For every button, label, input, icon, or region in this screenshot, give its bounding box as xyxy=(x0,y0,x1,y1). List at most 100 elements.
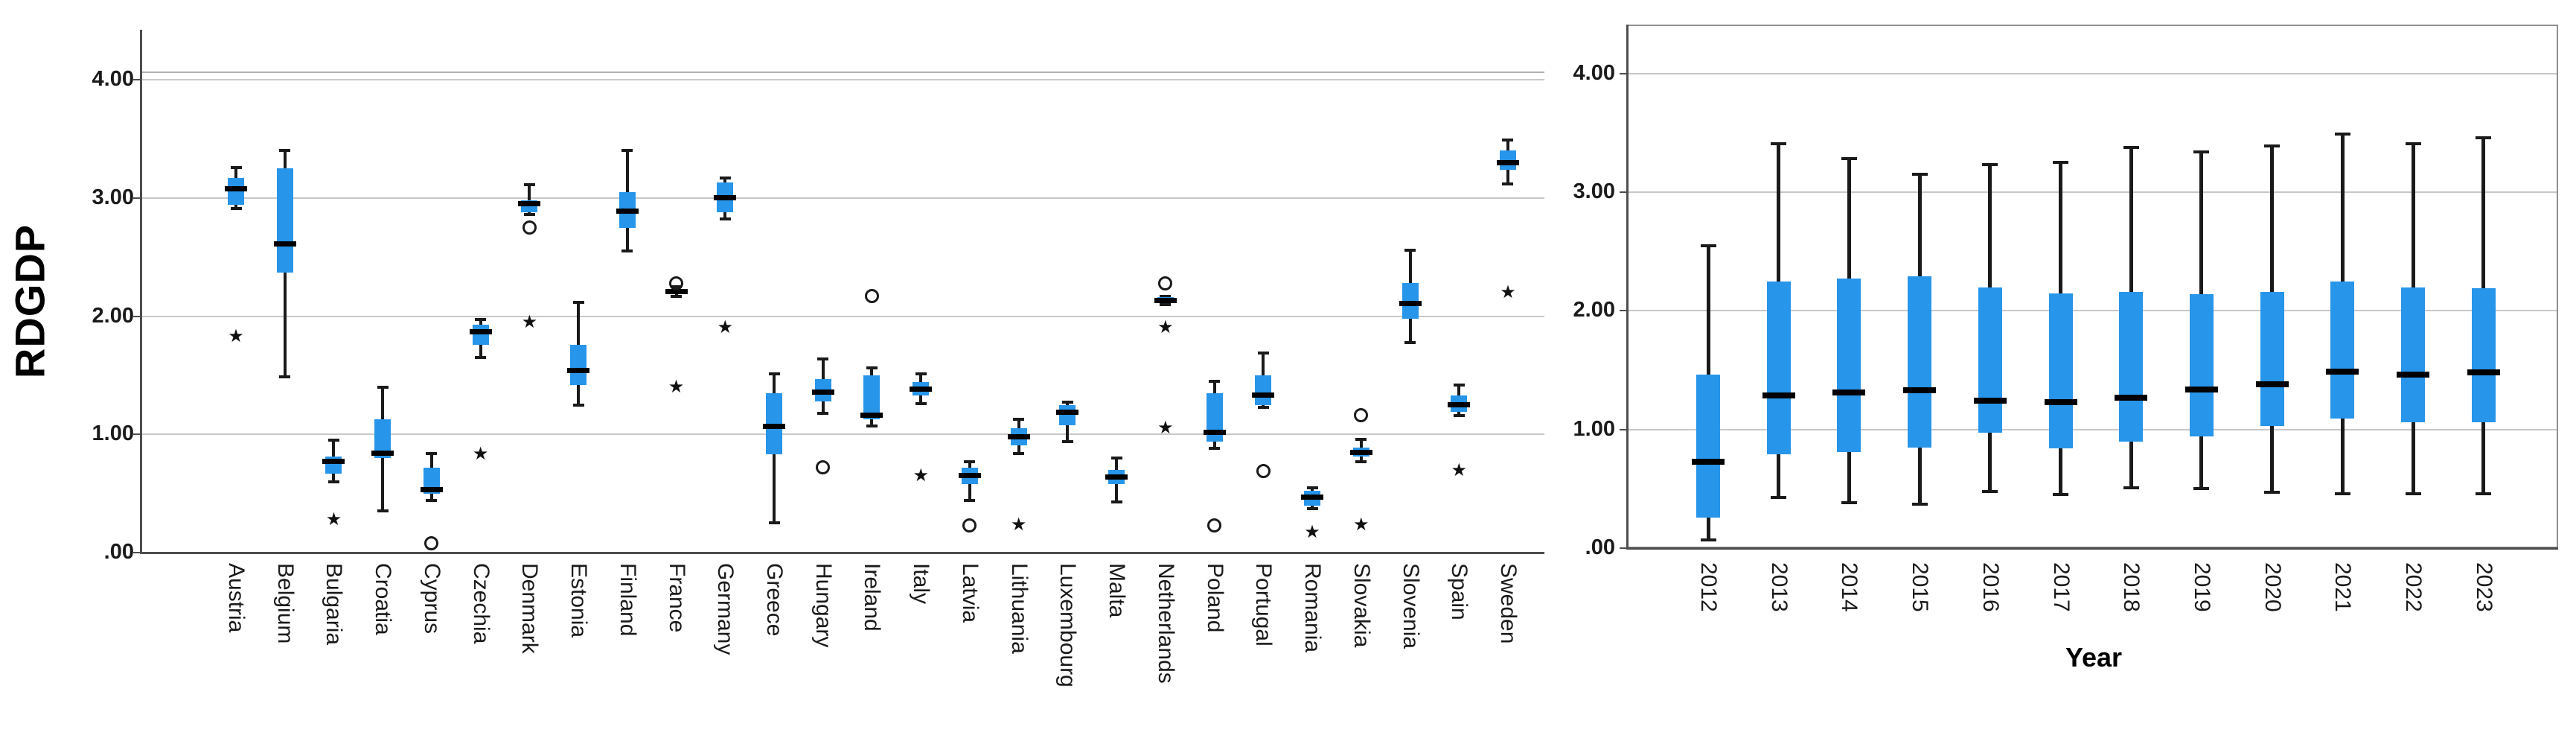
whisker-cap-top xyxy=(523,183,535,187)
gridline xyxy=(140,315,1544,317)
whisker-cap-bottom xyxy=(1453,413,1465,417)
whisker-cap-top xyxy=(915,372,927,376)
extreme-star-marker: ★ xyxy=(228,325,244,346)
year-label: 2015 xyxy=(1908,562,1933,612)
y-tick-label: .00 xyxy=(103,540,134,564)
country-label: Romania xyxy=(1300,563,1326,653)
whisker-cap-bottom xyxy=(327,480,339,483)
y-tick-mark xyxy=(1620,310,1626,312)
country-label: Sweden xyxy=(1495,563,1521,644)
y-tick-mark xyxy=(133,79,140,81)
y-tick-label: 3.00 xyxy=(1573,179,1615,204)
country-label: Italy xyxy=(909,563,934,605)
whisker-cap-top xyxy=(621,149,633,153)
y-tick-mark xyxy=(1620,191,1626,194)
whisker-cap-bottom xyxy=(1982,489,1998,493)
country-label: Greece xyxy=(762,563,787,637)
box xyxy=(2330,281,2355,419)
country-label: Estonia xyxy=(566,563,592,638)
y-tick-mark xyxy=(1620,547,1626,549)
box xyxy=(472,324,489,345)
extreme-star-marker: ★ xyxy=(1157,418,1174,439)
whisker-cap-bottom xyxy=(1700,538,1716,541)
extreme-star-marker: ★ xyxy=(717,317,734,338)
whisker-cap-bottom xyxy=(523,213,535,217)
year-label: 2021 xyxy=(2330,562,2356,612)
outlier-circle-marker xyxy=(1207,518,1222,532)
x-axis-line xyxy=(140,552,1544,554)
y-tick-mark xyxy=(1620,72,1626,74)
whisker-cap-top xyxy=(475,318,487,322)
whisker-cap-top xyxy=(1502,139,1514,142)
median-line xyxy=(1692,458,1725,465)
median-line xyxy=(860,413,883,419)
whisker-cap-top xyxy=(1061,401,1073,404)
median-line xyxy=(1105,474,1128,480)
box xyxy=(2471,288,2496,423)
gridline xyxy=(140,197,1544,199)
extreme-star-marker: ★ xyxy=(521,311,538,332)
median-line xyxy=(322,459,345,465)
whisker-cap-top xyxy=(1110,457,1122,460)
median-line xyxy=(958,473,981,479)
median-line xyxy=(469,328,492,334)
median-line xyxy=(2255,381,2289,388)
country-label: Finland xyxy=(615,563,640,637)
box xyxy=(2119,291,2144,442)
whisker-cap-bottom xyxy=(719,217,731,221)
whisker-cap-top xyxy=(279,149,291,153)
gridline xyxy=(1626,310,2558,312)
whisker-cap-bottom xyxy=(2193,487,2210,491)
whisker-cap-top xyxy=(2476,136,2492,139)
outlier-circle-marker xyxy=(1354,408,1369,423)
country-label: Belgium xyxy=(272,563,298,644)
whisker-cap-bottom xyxy=(866,425,878,428)
whisker-cap-top xyxy=(377,385,389,389)
whisker-cap-bottom xyxy=(279,375,291,378)
whisker-cap-bottom xyxy=(1013,451,1025,455)
median-line xyxy=(763,423,786,429)
whisker-cap-bottom xyxy=(377,509,389,513)
year-label: 2012 xyxy=(1696,562,1721,612)
gridline xyxy=(1626,72,2558,74)
median-line xyxy=(225,185,247,191)
median-line xyxy=(518,201,541,207)
whisker-cap-top xyxy=(1771,142,1787,145)
median-line xyxy=(1007,433,1030,439)
gridline xyxy=(140,79,1544,81)
gridline xyxy=(1626,428,2558,430)
whisker-cap-top xyxy=(327,439,339,442)
median-line xyxy=(2467,369,2500,376)
whisker-cap-top xyxy=(1257,351,1269,354)
box xyxy=(423,467,440,494)
country-label: Bulgaria xyxy=(322,563,347,646)
box xyxy=(1908,276,1932,448)
whisker-cap-top xyxy=(768,372,780,376)
whisker-cap-bottom xyxy=(1257,405,1269,409)
median-line xyxy=(420,487,443,493)
x-axis-title-year: Year xyxy=(2065,642,2123,673)
country-label: France xyxy=(664,563,689,633)
whisker-line xyxy=(528,185,531,215)
y-axis-title-rdgdp: RDGDP xyxy=(6,223,54,379)
median-line xyxy=(1252,392,1275,398)
whisker-cap-top xyxy=(1306,486,1318,489)
median-line xyxy=(2115,394,2148,401)
median-line xyxy=(1448,402,1471,408)
extreme-star-marker: ★ xyxy=(668,376,685,397)
whisker-cap-top xyxy=(572,300,584,304)
whisker-cap-bottom xyxy=(1306,507,1318,511)
whisker-cap-top xyxy=(2053,161,2068,165)
whisker-cap-bottom xyxy=(572,403,584,407)
whisker-cap-top xyxy=(1404,248,1416,252)
y-axis-line xyxy=(140,30,142,553)
y-tick-label: 2.00 xyxy=(1573,298,1615,322)
whisker-cap-bottom xyxy=(2264,491,2281,495)
outlier-circle-marker xyxy=(864,289,879,304)
median-line xyxy=(1154,298,1177,304)
whisker-cap-bottom xyxy=(1502,182,1514,185)
whisker-cap-top xyxy=(1160,294,1172,298)
whisker-cap-top xyxy=(1841,157,1857,161)
country-label: Germany xyxy=(713,563,738,655)
